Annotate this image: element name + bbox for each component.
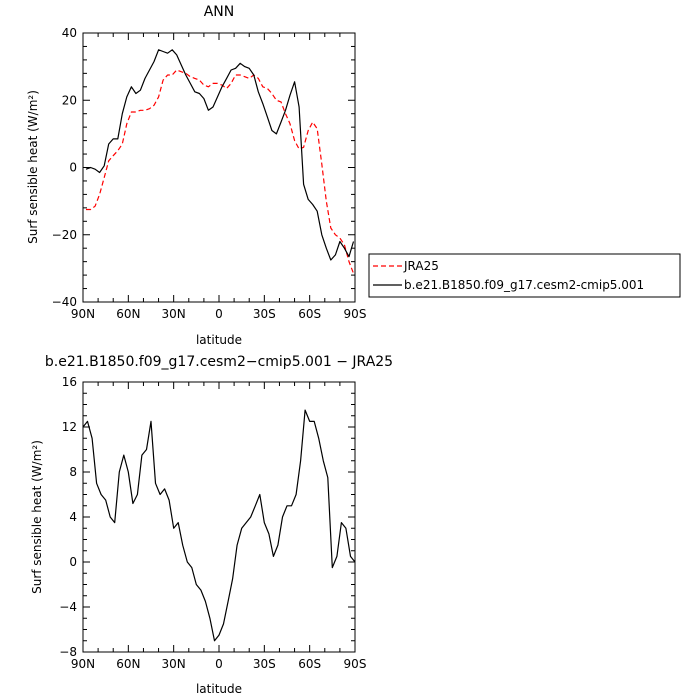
- top-x-tick-labels: 90N 60N 30N 0 30S 60S 90S: [71, 307, 367, 321]
- bottom-y-tick-labels: −8 −4 0 4 8 12 16: [59, 375, 77, 659]
- top-series-lines: [85, 49, 355, 274]
- top-series-line-2: [85, 49, 355, 261]
- top-y-axis-label: Surf sensible heat (W/m²): [26, 90, 40, 244]
- bottom-x-tick-label: 30N: [162, 657, 186, 671]
- bottom-x-tick-label: 30S: [253, 657, 276, 671]
- bottom-x-tick-label: 0: [215, 657, 223, 671]
- top-plot-frame: [82, 32, 356, 303]
- legend-label-jra25: JRA25: [403, 259, 439, 273]
- bottom-x-tick-label: 90N: [71, 657, 95, 671]
- bottom-chart-title: b.e21.B1850.f09_g17.cesm2−cmip5.001 − JR…: [45, 354, 393, 370]
- legend-label-cesm2: b.e21.B1850.f09_g17.cesm2-cmip5.001: [404, 278, 644, 292]
- bottom-y-tick-label: −8: [59, 645, 77, 659]
- top-x-axis-label: latitude: [196, 333, 242, 347]
- top-y-tick-label: −20: [52, 228, 77, 242]
- bottom-y-tick-label: −4: [59, 600, 77, 614]
- bottom-series-lines: [82, 409, 356, 642]
- top-x-tick-label: 60N: [116, 307, 140, 321]
- top-chart-title: ANN: [204, 4, 235, 20]
- bottom-axis-ticks: [82, 381, 356, 653]
- top-panel: ANN −40 −20 0 20 40 90N 60N 30N 0 30S 60S 90S lati…: [26, 4, 366, 347]
- bottom-y-tick-label: 4: [69, 510, 77, 524]
- top-axis-ticks: [82, 32, 356, 303]
- bottom-panel: b.e21.B1850.f09_g17.cesm2−cmip5.001 − JR…: [30, 354, 393, 696]
- bottom-x-axis-label: latitude: [196, 682, 242, 696]
- bottom-y-tick-label: 12: [62, 420, 77, 434]
- top-x-tick-label: 60S: [298, 307, 321, 321]
- legend-frame: [368, 253, 681, 298]
- bottom-x-tick-labels: 90N 60N 30N 0 30S 60S 90S: [71, 657, 367, 671]
- top-y-tick-label: −40: [52, 295, 77, 309]
- top-y-tick-label: 40: [62, 26, 77, 40]
- top-y-tick-labels: −40 −20 0 20 40: [52, 26, 77, 309]
- bottom-y-tick-label: 16: [62, 375, 77, 389]
- top-x-tick-label: 30N: [162, 307, 186, 321]
- top-y-tick-label: 20: [62, 93, 77, 107]
- bottom-x-tick-label: 60S: [298, 657, 321, 671]
- bottom-x-tick-label: 60N: [116, 657, 140, 671]
- top-x-tick-label: 90S: [344, 307, 367, 321]
- bottom-y-tick-label: 8: [69, 465, 77, 479]
- bottom-series-line-1: [82, 409, 356, 642]
- bottom-x-tick-label: 90S: [344, 657, 367, 671]
- top-x-tick-label: 0: [215, 307, 223, 321]
- top-y-tick-label: 0: [69, 161, 77, 175]
- top-x-tick-label: 90N: [71, 307, 95, 321]
- legend: JRA25 b.e21.B1850.f09_g17.cesm2-cmip5.00…: [368, 253, 681, 298]
- top-x-tick-label: 30S: [253, 307, 276, 321]
- bottom-y-tick-label: 0: [69, 555, 77, 569]
- bottom-y-axis-label: Surf sensible heat (W/m²): [30, 440, 44, 594]
